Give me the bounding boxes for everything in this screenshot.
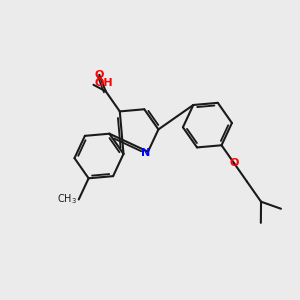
- Text: O: O: [230, 158, 239, 168]
- Text: CH$_3$: CH$_3$: [57, 193, 77, 206]
- Text: N: N: [141, 148, 150, 158]
- Text: OH: OH: [95, 78, 114, 88]
- Text: O: O: [94, 70, 104, 80]
